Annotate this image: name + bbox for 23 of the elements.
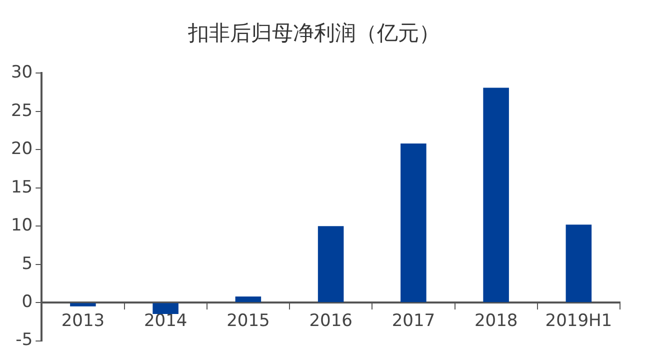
y-tick-label: 25	[10, 100, 33, 121]
x-tick-label: 2015	[226, 311, 270, 332]
chart-title: 扣非后归母净利润（亿元）	[187, 21, 440, 46]
y-tick-label: 0	[22, 292, 33, 312]
bar	[152, 303, 178, 314]
x-tick-label: 2017	[392, 311, 436, 332]
x-tick-label: 2018	[474, 311, 518, 332]
bar	[70, 303, 96, 306]
y-tick-label: 10	[10, 216, 33, 236]
y-tick-label: 15	[10, 177, 33, 198]
x-tick-label: 2014	[144, 311, 188, 332]
bar	[400, 144, 426, 302]
bar	[566, 224, 592, 302]
bar	[483, 88, 509, 302]
x-tick-label: 2016	[309, 311, 352, 332]
bar	[235, 296, 262, 302]
y-tick-label: 30	[10, 62, 33, 83]
y-tick-label: -5	[16, 330, 33, 350]
x-tick-label: 2013	[61, 311, 105, 332]
x-tick-label: 2019H1	[545, 311, 612, 332]
y-tick-label: 20	[10, 139, 33, 160]
bar	[318, 226, 344, 302]
y-tick-label: 5	[22, 254, 33, 274]
